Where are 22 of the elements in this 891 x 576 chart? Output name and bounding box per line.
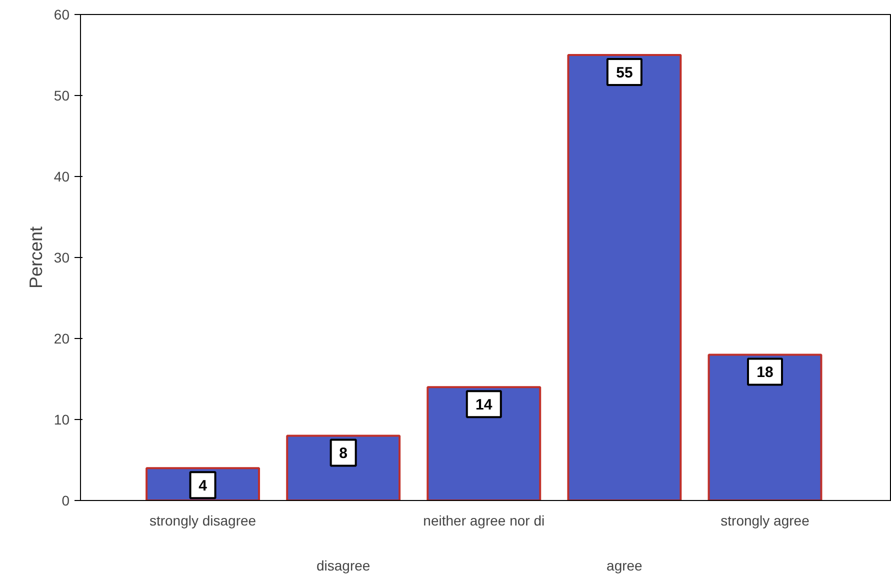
x-tick-label: neither agree nor di (423, 512, 545, 528)
y-tick-label: 20 (54, 330, 70, 346)
data-label: 4 (198, 478, 208, 495)
bar (426, 386, 542, 500)
y-axis-title: Percent (26, 226, 46, 289)
x-tick-label: disagree (316, 558, 370, 574)
data-label: 14 (476, 396, 493, 414)
bar (708, 354, 822, 500)
bar (286, 434, 401, 500)
x-tick-label: strongly agree (720, 512, 810, 528)
data-label: 55 (616, 64, 633, 82)
y-tick-label: 30 (54, 250, 70, 266)
x-tick-label: strongly disagree (149, 512, 256, 528)
data-label: 18 (756, 364, 774, 382)
y-tick-label: 40 (54, 168, 70, 184)
bar (567, 54, 682, 500)
x-tick-label: agree (606, 558, 643, 574)
y-tick-label: 60 (54, 6, 70, 22)
y-tick-label: 50 (54, 88, 70, 104)
y-tick-label: 10 (54, 412, 70, 428)
y-tick-label: 0 (62, 492, 70, 508)
data-label: 8 (339, 445, 348, 462)
